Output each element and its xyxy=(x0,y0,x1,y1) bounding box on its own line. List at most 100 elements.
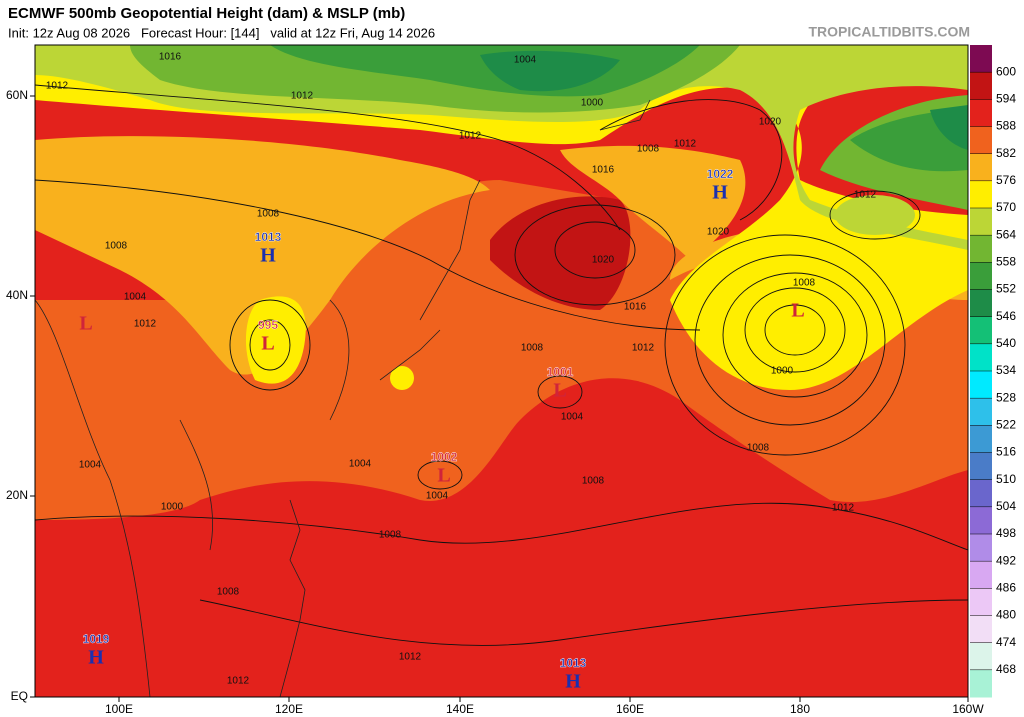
isobar-label: 1012 xyxy=(46,81,69,92)
colorbar-label: 564 xyxy=(996,227,1016,241)
brand: TROPICALTIDBITS.COM xyxy=(808,24,970,40)
colorbar-label: 534 xyxy=(996,363,1016,377)
lon-label: 100E xyxy=(105,702,133,716)
center-letter: L xyxy=(553,380,566,402)
isobar-label: 1012 xyxy=(227,676,250,687)
colorbar-label: 492 xyxy=(996,553,1016,567)
center-letter: L xyxy=(79,313,92,335)
colorbar-segment xyxy=(970,153,992,182)
colorbar-segment xyxy=(970,615,992,644)
colorbar-segment xyxy=(970,642,992,671)
isobar-label: 1016 xyxy=(159,52,182,63)
colorbar-segment xyxy=(970,506,992,535)
isobar-label: 1020 xyxy=(707,227,730,238)
colorbar-segment xyxy=(970,343,992,372)
map-frame xyxy=(34,44,969,698)
colorbar-segment xyxy=(970,235,992,263)
colorbar-segment xyxy=(970,479,992,508)
colorbar-label: 480 xyxy=(996,608,1016,622)
colorbar-segment xyxy=(970,371,992,399)
center-letter: L xyxy=(791,300,804,322)
colorbar-label: 486 xyxy=(996,581,1016,595)
isobar-label: 1012 xyxy=(134,319,157,330)
isobar-label: 1008 xyxy=(637,144,660,155)
colorbar-label: 522 xyxy=(996,418,1016,432)
colorbar-segment xyxy=(970,99,992,127)
isobar-label: 1008 xyxy=(217,587,240,598)
isobar-label: 1008 xyxy=(379,530,402,541)
isobar-label: 1016 xyxy=(624,302,647,313)
lat-label: 60N xyxy=(6,88,28,102)
colorbar-label: 510 xyxy=(996,472,1016,486)
center-value: 1002 xyxy=(431,450,458,464)
colorbar-segment xyxy=(970,452,992,481)
center-letter: H xyxy=(712,182,728,204)
center-value: 995 xyxy=(258,318,278,332)
colorbar-segment xyxy=(970,425,992,453)
isobar-label: 1008 xyxy=(582,476,605,487)
colorbar-segment xyxy=(970,398,992,426)
colorbar-segment xyxy=(970,72,992,100)
colorbar-label: 570 xyxy=(996,200,1016,214)
isobar-label: 1004 xyxy=(426,491,449,502)
isobar-label: 1020 xyxy=(759,117,782,128)
isobar-label: 1012 xyxy=(291,91,314,102)
lon-label: 140E xyxy=(446,702,474,716)
center-letter: L xyxy=(261,333,274,355)
colorbar-segment xyxy=(970,126,992,155)
map xyxy=(35,45,968,697)
colorbar-segment xyxy=(970,180,992,209)
isobar-label: 1008 xyxy=(747,443,770,454)
lon-label: 160E xyxy=(616,702,644,716)
colorbar-label: 540 xyxy=(996,336,1016,350)
center-value: 1022 xyxy=(707,167,734,181)
colorbar-label: 498 xyxy=(996,526,1016,540)
colorbar-segment xyxy=(970,588,992,616)
colorbar-segment xyxy=(970,208,992,236)
isobar-label: 1004 xyxy=(561,412,584,423)
isobar-label: 1008 xyxy=(793,278,816,289)
isobar-label: 1012 xyxy=(459,131,482,142)
isobar-label: 1004 xyxy=(514,55,537,66)
isobar-label: 1016 xyxy=(592,165,615,176)
lon-label: 160W xyxy=(952,702,984,716)
colorbar-segment xyxy=(970,45,992,73)
colorbar-label: 546 xyxy=(996,309,1016,323)
isobar-label: 1012 xyxy=(854,190,877,201)
center-letter: H xyxy=(565,671,581,693)
isobar-label: 1012 xyxy=(674,139,697,150)
isobar-label: 1000 xyxy=(581,98,604,109)
colorbar-label: 582 xyxy=(996,146,1016,160)
lat-label: 20N xyxy=(6,488,28,502)
colorbar-segment xyxy=(970,316,992,345)
isobar-label: 1020 xyxy=(592,255,615,266)
colorbar-segment xyxy=(970,669,992,698)
center-letter: H xyxy=(260,245,276,267)
isobar-label: 1004 xyxy=(349,459,372,470)
center-letter: H xyxy=(88,647,104,669)
isobar-label: 1004 xyxy=(124,292,147,303)
isobar-label: 1008 xyxy=(105,241,128,252)
center-letter: L xyxy=(437,465,450,487)
isobar-label: 1008 xyxy=(521,343,544,354)
isobar-label: 1000 xyxy=(771,366,794,377)
colorbar-label: 558 xyxy=(996,255,1016,269)
lat-label: 40N xyxy=(6,288,28,302)
colorbar-label: 588 xyxy=(996,119,1016,133)
center-value: 1013 xyxy=(560,656,587,670)
colorbar-label: 528 xyxy=(996,390,1016,404)
colorbar-label: 594 xyxy=(996,92,1016,106)
isobar-label: 1008 xyxy=(257,209,280,220)
colorbar-label: 516 xyxy=(996,445,1016,459)
isobar-label: 1012 xyxy=(632,343,655,354)
center-value: 1013 xyxy=(255,230,282,244)
colorbar-segment xyxy=(970,561,992,589)
subtitle: Init: 12z Aug 08 2026 Forecast Hour: [14… xyxy=(8,25,435,40)
lon-label: 180 xyxy=(790,702,810,716)
lon-label: 120E xyxy=(275,702,303,716)
lat-label: EQ xyxy=(11,689,28,703)
colorbar-label: 576 xyxy=(996,173,1016,187)
colorbar-label: 468 xyxy=(996,662,1016,676)
center-value: 1019 xyxy=(83,632,110,646)
